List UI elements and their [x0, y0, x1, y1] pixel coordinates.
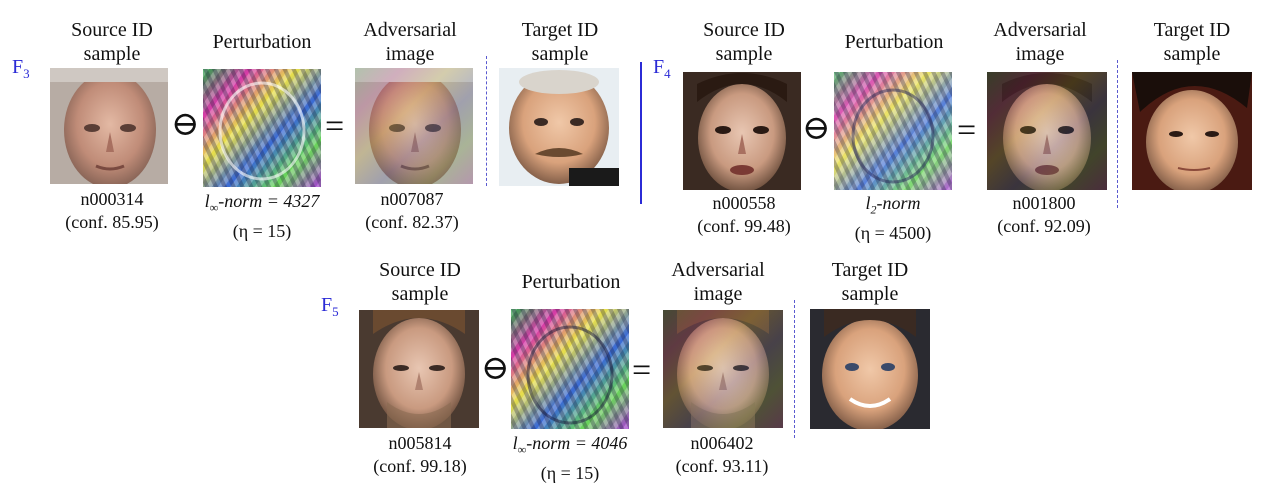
- adversarial-header: Adversarial image: [671, 259, 765, 305]
- panel-label: F4: [653, 56, 671, 81]
- minus-operator: ⊖: [171, 106, 200, 143]
- adversarial-header: Adversarial image: [993, 19, 1087, 65]
- source-caption: n000558 (conf. 99.48): [697, 193, 791, 236]
- adversarial-caption: n006402 (conf. 93.11): [675, 433, 769, 476]
- adversarial-header: Adversarial image: [363, 19, 457, 65]
- source-caption: n000314 (conf. 85.95): [65, 189, 159, 232]
- perturbation-header: Perturbation: [212, 31, 312, 53]
- source-face-image: [683, 72, 801, 190]
- target-header: Target ID sample: [1153, 19, 1231, 65]
- perturbation-header: Perturbation: [521, 271, 621, 293]
- perturbation-image: [203, 69, 321, 187]
- adversarial-face-image: [663, 310, 783, 428]
- source-header: Source ID sample: [703, 19, 785, 65]
- source-face-image: [359, 310, 479, 428]
- minus-operator: ⊖: [802, 110, 831, 147]
- minus-operator: ⊖: [481, 350, 510, 387]
- divider-dashed: [1117, 60, 1118, 208]
- equals-operator: =: [957, 112, 977, 149]
- source-header: Source ID sample: [379, 259, 461, 305]
- adversarial-caption: n007087 (conf. 82.37): [365, 189, 459, 232]
- perturbation-caption: l2-norm (η = 4500): [854, 193, 932, 243]
- adversarial-face-image: [987, 72, 1107, 190]
- target-header: Target ID sample: [521, 19, 599, 65]
- panel-label: F5: [321, 294, 339, 319]
- equals-operator: =: [632, 352, 652, 389]
- panel-label: F3: [12, 56, 30, 81]
- divider-dashed: [794, 300, 795, 438]
- adversarial-caption: n001800 (conf. 92.09): [997, 193, 1091, 236]
- divider-dashed: [486, 56, 487, 186]
- perturbation-header: Perturbation: [844, 31, 944, 53]
- equals-operator: =: [325, 108, 345, 145]
- target-header: Target ID sample: [831, 259, 909, 305]
- source-header: Source ID sample: [71, 19, 153, 65]
- adversarial-face-image: [355, 68, 473, 184]
- perturbation-caption: l∞-norm = 4046 (η = 15): [512, 433, 628, 483]
- target-face-image: [810, 309, 930, 429]
- perturbation-image: [511, 309, 629, 429]
- panel-separator: [640, 62, 642, 204]
- perturbation-image: [834, 72, 952, 190]
- source-face-image: [50, 68, 168, 184]
- target-face-image: [1132, 72, 1252, 190]
- perturbation-caption: l∞-norm = 4327 (η = 15): [204, 191, 320, 241]
- target-face-image: [499, 68, 619, 186]
- source-caption: n005814 (conf. 99.18): [373, 433, 467, 476]
